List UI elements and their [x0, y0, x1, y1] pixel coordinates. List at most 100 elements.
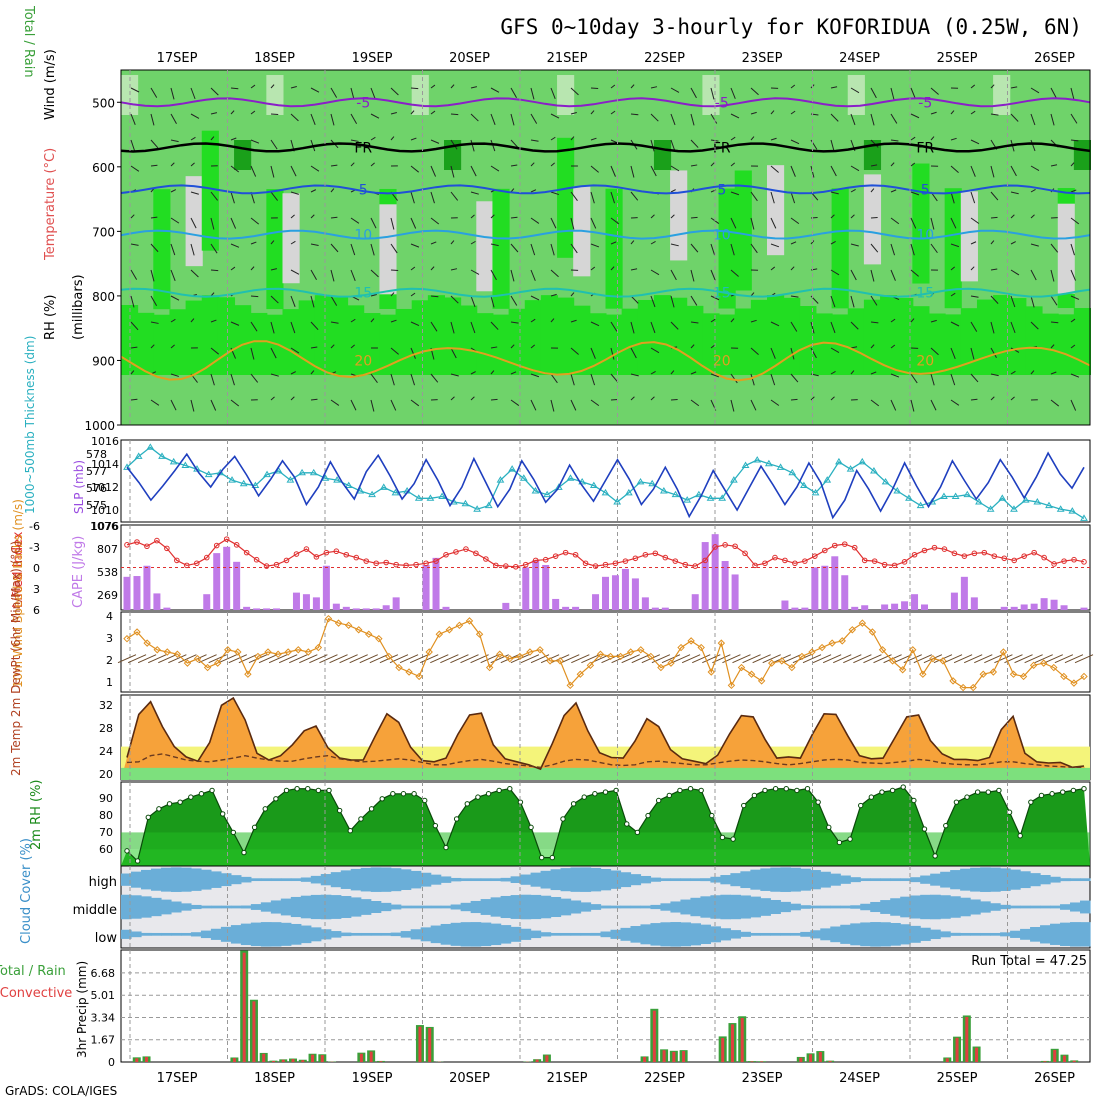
lifted-point	[572, 551, 579, 558]
cloud-cell	[510, 926, 522, 942]
wind-barb	[190, 217, 197, 229]
rh2m-point	[326, 787, 332, 794]
cloud-cell	[790, 867, 801, 892]
wind-barb	[1070, 139, 1079, 142]
rh2m-point	[198, 791, 205, 797]
cloud-cell	[780, 867, 791, 892]
cloud-layer-label: low	[95, 931, 118, 946]
cloud-cell	[800, 868, 811, 891]
cloud-cell	[550, 932, 562, 936]
wind-barb	[350, 399, 357, 411]
cloud-cell	[860, 878, 871, 882]
pressure-tick-label: 1000	[84, 419, 115, 433]
rh2m-point	[124, 848, 130, 854]
wind-barb	[630, 240, 635, 245]
rh2m-point	[847, 836, 853, 842]
wind-barb	[230, 399, 240, 407]
rh2m-point	[858, 802, 864, 809]
wind-barb	[410, 373, 416, 386]
wind-barb	[910, 113, 920, 119]
wind-barb	[650, 269, 660, 276]
rh-moist-cell	[767, 295, 785, 375]
cloud-cell	[860, 903, 871, 911]
cloud-cell	[720, 894, 731, 920]
wind-barb	[570, 292, 575, 297]
rh2m-point	[539, 854, 545, 861]
thickness-point	[228, 476, 236, 483]
wind-barb	[883, 654, 902, 664]
cape-bar	[273, 608, 281, 610]
lifted-tick-label: 3	[33, 583, 40, 596]
wind-barb	[630, 295, 639, 304]
rh2m-point	[996, 787, 1002, 794]
wind-barb	[650, 347, 660, 354]
wind-barb	[730, 399, 735, 412]
wind-barb	[750, 136, 755, 141]
wind-barb	[390, 347, 399, 355]
wind-barb	[390, 292, 395, 297]
wind-barb	[890, 243, 896, 256]
isotherm-label: 5	[921, 182, 930, 198]
cloud-cell	[1010, 905, 1021, 909]
rh2m-point	[879, 789, 885, 795]
rh2m-point	[528, 824, 534, 831]
cloud-cell	[190, 868, 202, 891]
wind-barb	[730, 87, 736, 99]
wind-barb	[1030, 188, 1036, 193]
lifted-point	[373, 560, 380, 567]
wind-barb	[910, 269, 919, 277]
wind-barb	[270, 84, 275, 89]
rh2m-point	[283, 787, 290, 794]
cloud-cell	[890, 898, 901, 916]
precip-convective-bar	[145, 1056, 149, 1062]
wind-barb	[230, 137, 237, 141]
cloud-cell	[480, 922, 492, 947]
cloud-axis-label: Cloud Cover (%)	[19, 838, 34, 944]
wind-barb	[170, 344, 175, 349]
wind-barb	[650, 139, 655, 152]
precip-tick-label: 6.68	[91, 967, 116, 980]
wind-barb	[450, 191, 459, 201]
wind-barb	[730, 217, 737, 229]
lifted-point	[223, 536, 230, 542]
wind-barb	[278, 654, 298, 664]
wind-barb	[170, 373, 179, 377]
lifted-point	[772, 554, 778, 561]
rh-moist-cell	[1025, 306, 1043, 375]
wind-barb	[870, 399, 880, 407]
cloud-cell	[800, 905, 811, 909]
wind-barb	[990, 295, 999, 304]
cloud-cell	[590, 932, 602, 936]
cloud-cell	[630, 926, 642, 943]
run-total-label: Run Total = 47.25	[971, 954, 1087, 969]
wind-barb	[830, 113, 839, 122]
wind-barb	[290, 321, 296, 334]
wind-barb	[210, 136, 215, 141]
wind-speed-point	[133, 628, 141, 636]
cloud-cell	[310, 927, 322, 942]
lifted-point	[164, 545, 170, 552]
rh2m-point	[826, 824, 832, 831]
wind-speed-point	[818, 643, 826, 652]
wind-barb	[690, 243, 699, 253]
wind-barb	[370, 318, 375, 323]
cloud-cell	[300, 925, 312, 944]
pressure-tick-label: 700	[92, 225, 115, 239]
wind-barb	[590, 321, 600, 327]
wind-barb	[310, 321, 319, 331]
wind-barb	[1064, 654, 1084, 664]
wind-barb	[853, 654, 872, 664]
lifted-point	[782, 557, 788, 564]
thickness-point	[181, 461, 190, 469]
cloud-cell	[330, 895, 342, 919]
wind10m-frame	[120, 611, 1091, 693]
wind-speed-point	[496, 650, 504, 658]
wind-barb	[130, 269, 138, 280]
wind-barb	[770, 243, 780, 248]
lifted-point	[323, 549, 330, 556]
cloud-cell	[200, 869, 212, 890]
rh-moist-cell	[912, 306, 930, 375]
thickness-point	[321, 474, 330, 481]
temperature-axis-label: 2m Temp 2m DewPt (6hr Min/Max) (°C)	[9, 541, 23, 776]
wind-barb	[350, 87, 355, 100]
